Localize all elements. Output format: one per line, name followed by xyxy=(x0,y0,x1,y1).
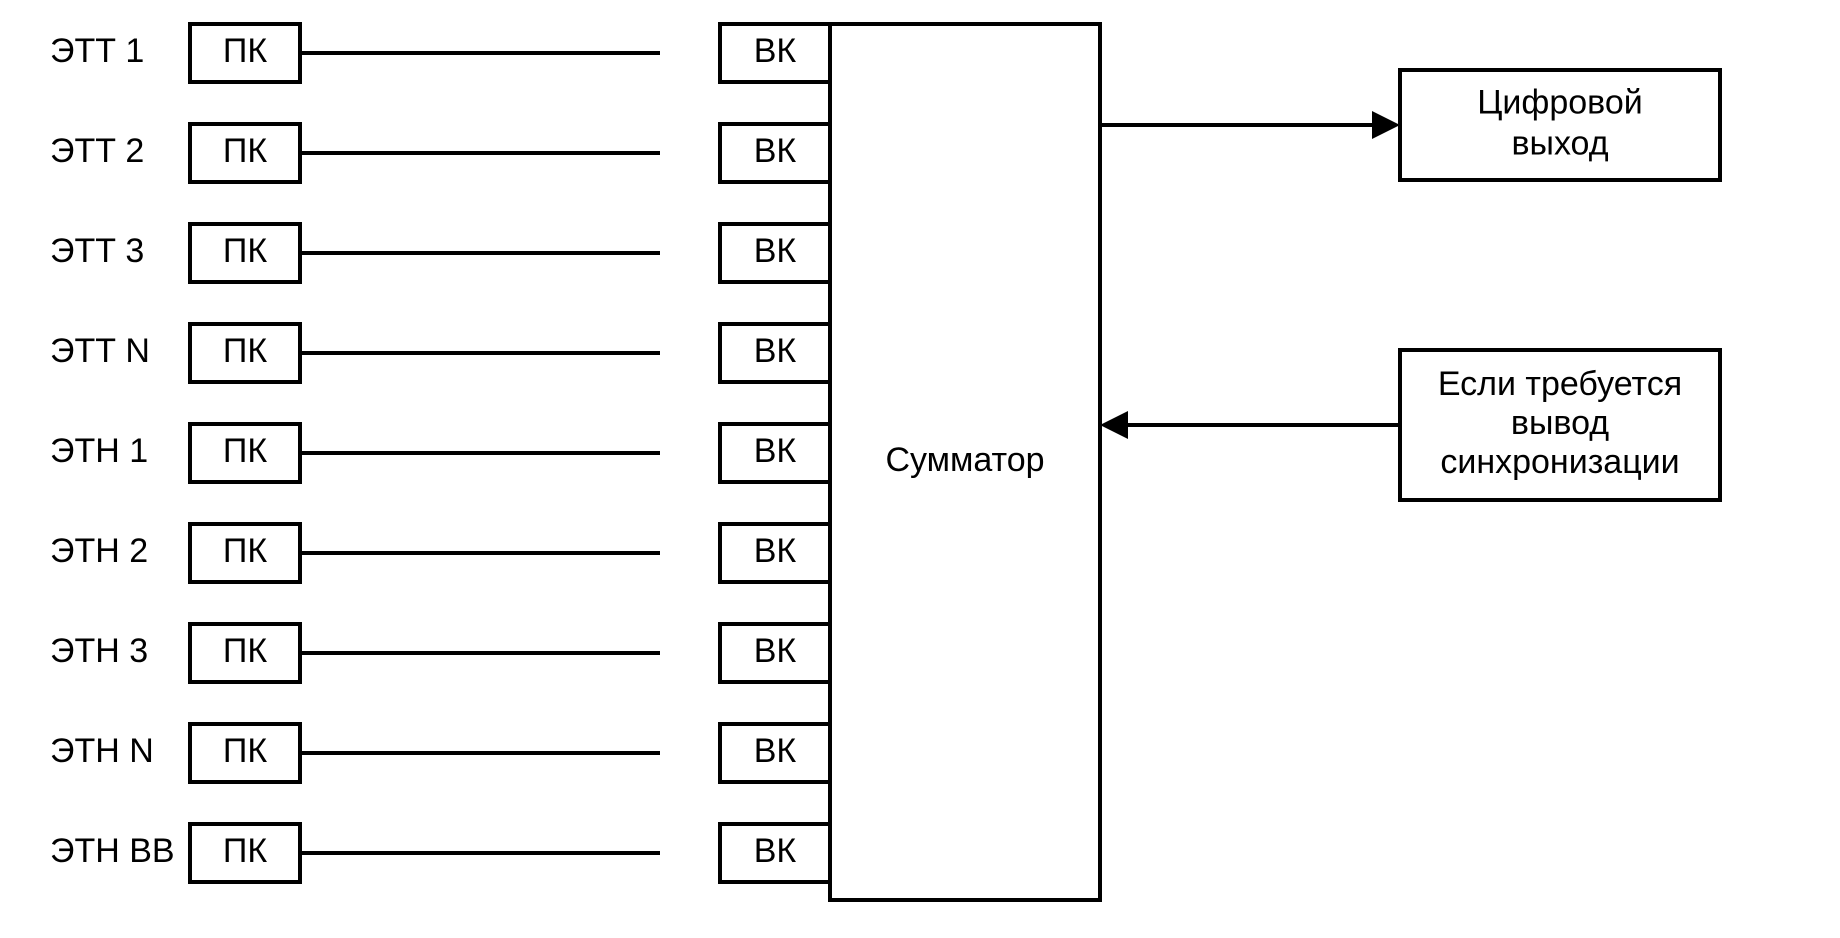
pk-label-7: ПК xyxy=(223,732,267,770)
vk-label-8: ВК xyxy=(754,832,797,870)
sync-to-summator-arrow-head xyxy=(1100,411,1128,439)
digital-output-label-0: Цифровой xyxy=(1477,84,1643,122)
input-label-2: ЭТТ 3 xyxy=(50,232,144,270)
sync-label-2: синхронизации xyxy=(1440,443,1679,481)
input-label-1: ЭТТ 2 xyxy=(50,132,144,170)
vk-label-5: ВК xyxy=(754,532,797,570)
pk-label-8: ПК xyxy=(223,832,267,870)
sync-label-1: вывод xyxy=(1511,404,1609,442)
pk-label-0: ПК xyxy=(223,32,267,70)
vk-label-7: ВК xyxy=(754,732,797,770)
pk-label-3: ПК xyxy=(223,332,267,370)
pk-label-5: ПК xyxy=(223,532,267,570)
input-label-7: ЭТН N xyxy=(50,732,154,770)
input-label-6: ЭТН 3 xyxy=(50,632,148,670)
input-label-0: ЭТТ 1 xyxy=(50,32,144,70)
summator-to-output-arrow-head xyxy=(1372,111,1400,139)
vk-label-1: ВК xyxy=(754,132,797,170)
block-diagram: Сумматор ЭТТ 1 ПК ВК ЭТТ 2 ПК ВК ЭТТ 3 ПК ВК ЭТТ N… xyxy=(0,0,1840,938)
digital-output-label-1: выход xyxy=(1511,124,1608,162)
vk-label-0: ВК xyxy=(754,32,797,70)
vk-label-6: ВК xyxy=(754,632,797,670)
sync-label-0: Если требуется xyxy=(1438,365,1682,403)
vk-label-4: ВК xyxy=(754,432,797,470)
pk-label-6: ПК xyxy=(223,632,267,670)
input-label-4: ЭТН 1 xyxy=(50,432,148,470)
summator-label: Сумматор xyxy=(885,441,1044,479)
input-label-3: ЭТТ N xyxy=(50,332,150,370)
pk-label-1: ПК xyxy=(223,132,267,170)
input-label-8: ЭТН ВВ xyxy=(50,832,175,870)
vk-label-2: ВК xyxy=(754,232,797,270)
pk-label-2: ПК xyxy=(223,232,267,270)
pk-label-4: ПК xyxy=(223,432,267,470)
input-label-5: ЭТН 2 xyxy=(50,532,148,570)
vk-label-3: ВК xyxy=(754,332,797,370)
